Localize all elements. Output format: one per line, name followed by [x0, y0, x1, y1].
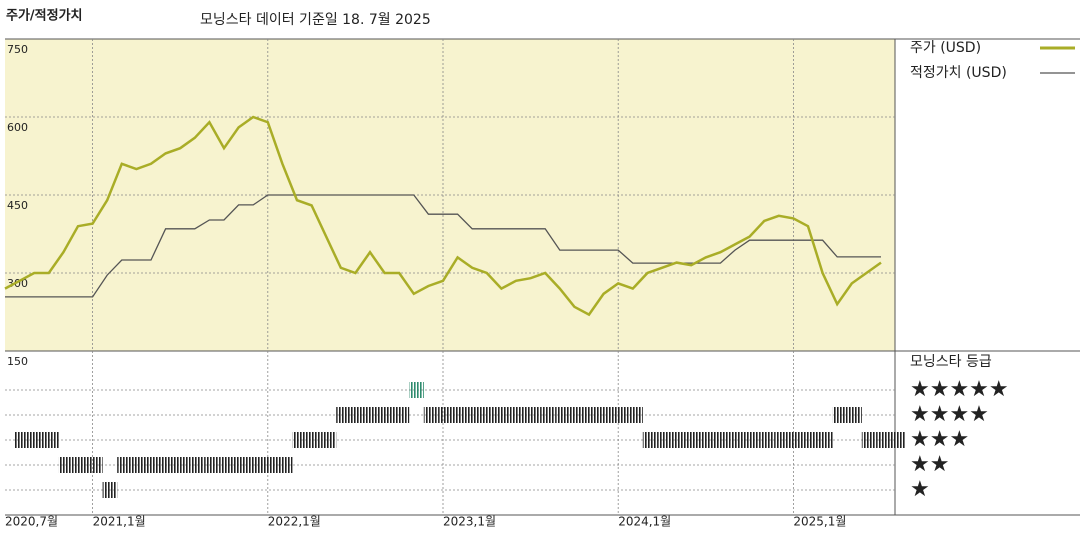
rating-title: 모닝스타 등급	[910, 354, 992, 370]
rating-bar	[29, 432, 45, 448]
rating-bar	[511, 407, 526, 423]
rating-bar	[15, 432, 30, 448]
rating-bar	[613, 407, 629, 423]
rating-bar	[628, 407, 643, 423]
rating-bar	[788, 432, 804, 448]
rating-bar	[161, 457, 176, 473]
x-tick-label: 2021,1월	[93, 515, 146, 529]
x-tick-label: 2022,1월	[268, 515, 321, 529]
rating-bar	[891, 432, 906, 448]
chart-title: 주가/적정가치	[6, 8, 83, 24]
legend-label: 적정가치 (USD)	[910, 65, 1007, 81]
rating-bar	[175, 457, 191, 473]
rating-bar	[321, 432, 337, 448]
rating-bar	[307, 432, 322, 448]
series-line	[4, 115, 882, 317]
rating-bar	[701, 432, 716, 448]
rating-bar	[803, 432, 818, 448]
rating-bar	[248, 457, 264, 473]
rating-level-label: ★★	[910, 452, 949, 477]
rating-bar	[584, 407, 599, 423]
rating-bar	[409, 382, 424, 398]
rating-bar	[117, 457, 132, 473]
rating-bar	[745, 432, 760, 448]
rating-bar	[599, 407, 614, 423]
x-tick-label: 2023,1월	[443, 515, 496, 529]
rating-bar	[365, 407, 380, 423]
rating-bar	[526, 407, 541, 423]
rating-bar	[292, 432, 307, 448]
legend-label: 주가 (USD)	[910, 40, 981, 56]
rating-bar	[672, 432, 687, 448]
rating-bar	[219, 457, 234, 473]
rating-bar	[818, 432, 833, 448]
rating-bar	[380, 407, 395, 423]
rating-bar	[496, 407, 512, 423]
rating-bar	[657, 432, 672, 448]
rating-bar	[467, 407, 483, 423]
rating-bar	[204, 457, 220, 473]
rating-bar	[453, 407, 468, 423]
rating-bar	[715, 432, 731, 448]
rating-bar	[58, 457, 74, 473]
x-tick-label: 2020,7월	[5, 515, 58, 529]
rating-bar	[350, 407, 366, 423]
rating-bar	[44, 432, 59, 448]
rating-bar	[482, 407, 497, 423]
rating-bar	[759, 432, 775, 448]
rating-bar	[832, 407, 848, 423]
rating-bar	[540, 407, 556, 423]
rating-level-label: ★★★★★	[910, 377, 1009, 402]
rating-bar	[263, 457, 278, 473]
rating-level-label: ★★★★	[910, 402, 989, 427]
chart-subtitle: 모닝스타 데이터 기준일 18. 7월 2025	[200, 12, 431, 28]
rating-bar	[847, 407, 862, 423]
rating-bar	[642, 432, 658, 448]
x-tick-label: 2025,1월	[793, 515, 846, 529]
rating-level-label: ★	[910, 477, 930, 502]
series-line	[5, 194, 881, 298]
y-tick-label: 150	[7, 355, 28, 368]
y-tick-label: 600	[7, 121, 28, 134]
rating-bar	[146, 457, 161, 473]
rating-bar	[686, 432, 702, 448]
rating-bar	[190, 457, 205, 473]
rating-bar	[774, 432, 789, 448]
rating-bar	[131, 457, 147, 473]
rating-bar	[569, 407, 585, 423]
y-tick-label: 750	[7, 43, 28, 56]
rating-bar	[336, 407, 351, 423]
rating-bar	[555, 407, 570, 423]
x-tick-label: 2024,1월	[618, 515, 671, 529]
rating-bar	[861, 432, 877, 448]
rating-bar	[438, 407, 453, 423]
rating-bar	[73, 457, 88, 473]
rating-bar	[730, 432, 745, 448]
rating-bar	[102, 482, 118, 498]
rating-bar	[876, 432, 891, 448]
rating-bar	[394, 407, 410, 423]
rating-bar	[88, 457, 103, 473]
rating-bar	[277, 457, 293, 473]
rating-level-label: ★★★	[910, 427, 969, 452]
y-tick-label: 450	[7, 199, 28, 212]
rating-bar	[423, 407, 439, 423]
rating-bar	[234, 457, 249, 473]
